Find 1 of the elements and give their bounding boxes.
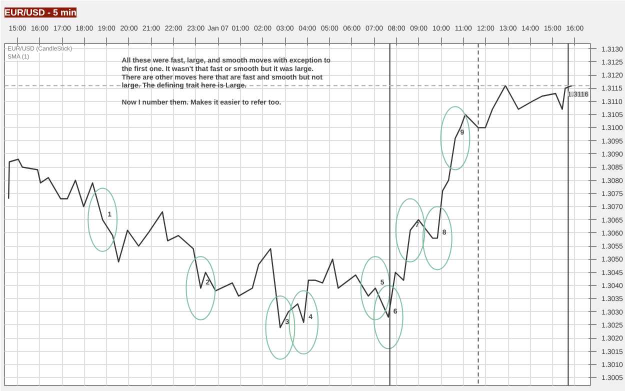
chart-title: EUR/USD - 5 min xyxy=(4,8,77,18)
